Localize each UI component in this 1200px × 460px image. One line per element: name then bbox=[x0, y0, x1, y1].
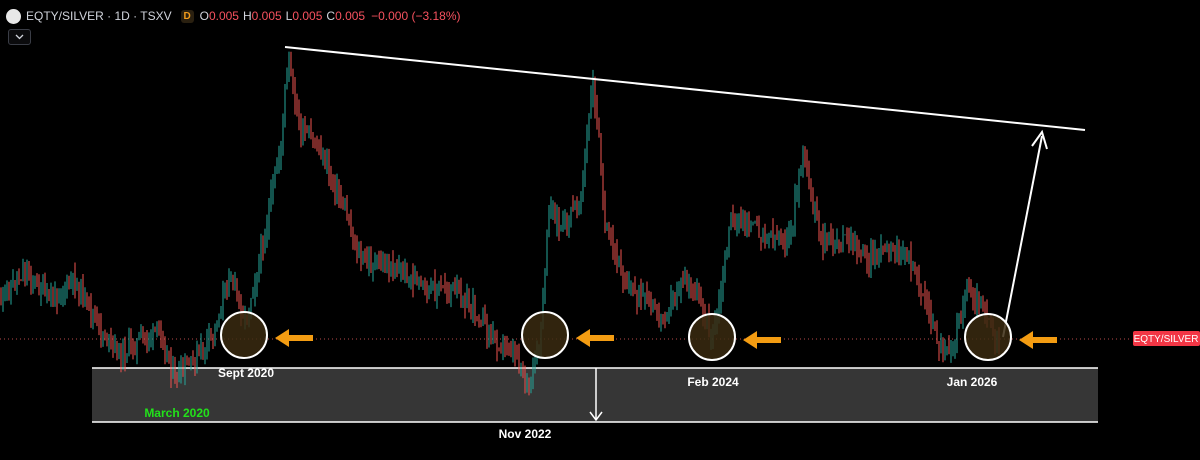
resistance-trendline[interactable] bbox=[284, 46, 1086, 131]
ohlc-low: L0.005 bbox=[285, 9, 323, 23]
price-tag bbox=[1133, 331, 1200, 346]
drawings-layer bbox=[220, 46, 1086, 422]
annotation-label: Feb 2024 bbox=[687, 375, 739, 389]
support-test-circle[interactable] bbox=[964, 313, 1012, 361]
symbol-line[interactable]: EQTY/SILVER · 1D · TSXV bbox=[26, 9, 172, 23]
annotation-label: Sept 2020 bbox=[218, 366, 274, 380]
annotation-label: Nov 2022 bbox=[499, 427, 552, 441]
ohlc-open: O0.005 bbox=[199, 9, 239, 23]
down-arrowhead-icon bbox=[589, 411, 603, 422]
projection-arrow[interactable] bbox=[1002, 135, 1043, 338]
support-test-circle[interactable] bbox=[688, 313, 736, 361]
chevron-down-icon bbox=[15, 34, 24, 40]
symbol-logo-icon bbox=[6, 8, 21, 24]
ohlc-change: −0.000 (−3.18%) bbox=[371, 9, 461, 23]
collapse-legend-button[interactable] bbox=[8, 29, 31, 45]
orange-arrow-icon[interactable] bbox=[576, 329, 614, 347]
candles-layer bbox=[0, 51, 1000, 396]
projection-arrowhead-icon bbox=[1031, 129, 1048, 150]
annotations-layer: Sept 2020 March 2020 Nov 2022 Feb 2024 Jan 2… bbox=[144, 331, 1200, 441]
orange-arrow-icon[interactable] bbox=[275, 329, 313, 347]
annotation-label: Jan 2026 bbox=[947, 375, 998, 389]
orange-arrow-icon[interactable] bbox=[743, 331, 781, 349]
support-test-circle[interactable] bbox=[521, 311, 569, 359]
orange-arrow-icon[interactable] bbox=[1019, 331, 1057, 349]
annotation-label: March 2020 bbox=[144, 406, 210, 420]
support-test-circle[interactable] bbox=[220, 311, 268, 359]
ohlc-high: H0.005 bbox=[242, 9, 282, 23]
interval-badge: D bbox=[180, 9, 194, 23]
support-zone[interactable] bbox=[92, 368, 1098, 422]
price-tag-label: EQTY/SILVER bbox=[1134, 334, 1199, 345]
legend-header[interactable]: EQTY/SILVER · 1D · TSXV D O0.005 H0.005 … bbox=[6, 7, 461, 25]
ohlc-close: C0.005 bbox=[326, 9, 366, 23]
